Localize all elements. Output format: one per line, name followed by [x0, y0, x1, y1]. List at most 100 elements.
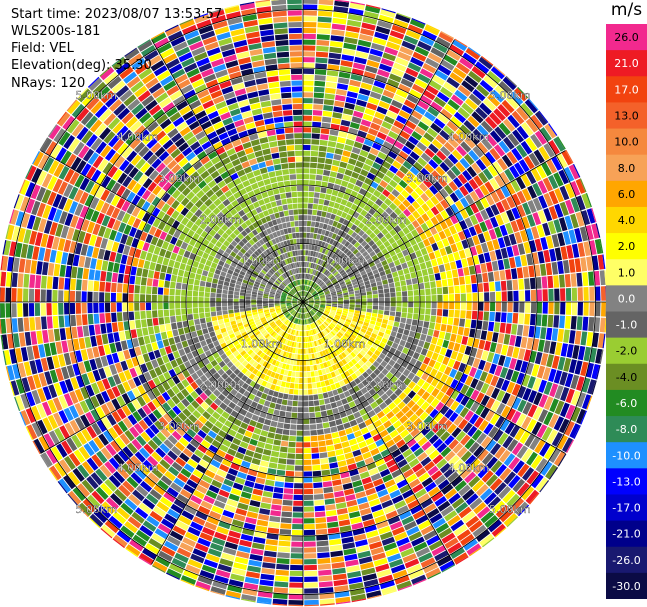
range-gate-cell [179, 542, 194, 553]
range-gate-cell [288, 594, 303, 600]
range-gate-cell [480, 436, 492, 448]
range-gate-cell [312, 209, 318, 216]
range-gate-cell [520, 140, 533, 155]
range-gate-cell [306, 293, 311, 298]
range-gate-cell [455, 334, 463, 344]
range-gate-cell [448, 309, 455, 318]
range-gate-cell [283, 332, 288, 338]
range-gate-cell [106, 414, 117, 426]
range-gate-cell [522, 202, 532, 216]
range-gate-cell [312, 276, 316, 282]
range-gate-cell [436, 287, 443, 295]
range-gate-cell [258, 435, 267, 443]
range-gate-cell [330, 276, 336, 282]
range-gate-cell [239, 308, 246, 312]
range-gate-cell [313, 263, 318, 270]
range-gate-cell [312, 283, 317, 288]
range-gate-cell [140, 302, 146, 311]
range-gate-cell [253, 452, 263, 460]
range-gate-cell [427, 106, 440, 117]
range-gate-cell [96, 450, 108, 464]
range-gate-cell [314, 370, 319, 377]
range-gate-cell [406, 232, 414, 241]
range-gate-cell [331, 305, 338, 308]
range-gate-cell [338, 354, 344, 360]
range-gate-cell [499, 270, 506, 281]
range-gate-cell [507, 302, 513, 313]
range-gate-cell [549, 398, 559, 413]
range-gate-cell [366, 102, 378, 111]
range-gate-cell [176, 342, 183, 350]
range-gate-cell [385, 388, 394, 397]
range-gate-cell [554, 247, 562, 261]
range-gate-cell [301, 307, 303, 313]
range-gate-cell [288, 315, 293, 321]
range-gate-cell [240, 289, 246, 293]
range-gate-cell [417, 436, 428, 447]
range-gate-cell [132, 411, 143, 422]
range-gate-cell [259, 352, 266, 359]
range-gate-cell [347, 414, 355, 422]
range-gate-cell [89, 358, 98, 371]
range-gate-cell [394, 454, 405, 463]
range-gate-cell [268, 298, 274, 301]
range-gate-cell [315, 334, 320, 340]
range-gate-cell [329, 359, 335, 366]
range-gate-cell [395, 286, 401, 292]
range-gate-cell [425, 567, 441, 579]
range-gate-cell [18, 332, 26, 347]
range-gate-cell [0, 334, 4, 350]
range-gate-cell [442, 238, 450, 247]
range-gate-cell [410, 229, 419, 238]
range-gate-cell [10, 380, 20, 396]
range-gate-cell [271, 352, 277, 359]
range-gate-cell [312, 308, 317, 312]
range-gate-cell [321, 323, 326, 329]
range-gate-cell [444, 435, 455, 446]
range-gate-cell [332, 269, 337, 275]
range-gate-cell [450, 400, 460, 411]
range-gate-cell [454, 302, 461, 310]
range-gate-cell [298, 313, 301, 319]
range-gate-cell [583, 302, 589, 316]
range-gate-cell [309, 342, 313, 348]
range-gate-cell [447, 542, 462, 554]
range-gate-cell [442, 419, 453, 430]
range-gate-cell [452, 360, 461, 370]
range-gate-cell [434, 323, 441, 331]
range-gate-cell [386, 324, 393, 331]
range-gate-cell [306, 285, 309, 291]
range-gate-cell [436, 354, 445, 363]
range-gate-cell [293, 500, 303, 506]
range-gate-cell [49, 465, 62, 481]
range-gate-cell [268, 319, 274, 324]
range-gate-cell [289, 347, 294, 353]
range-gate-cell [113, 262, 120, 273]
range-gate-cell [499, 367, 509, 379]
range-gate-cell [372, 269, 379, 275]
range-gate-cell [229, 316, 236, 322]
range-gate-cell [32, 440, 41, 455]
range-gate-cell [392, 233, 401, 242]
range-gate-cell [326, 0, 334, 1]
range-gate-cell [218, 319, 224, 325]
range-gate-cell [124, 521, 138, 534]
range-gate-cell [407, 307, 414, 314]
range-gate-cell [430, 281, 436, 288]
range-gate-cell [540, 353, 549, 366]
range-gate-cell [58, 410, 69, 424]
range-gate-cell [430, 101, 443, 113]
range-gate-cell [336, 83, 349, 91]
range-gate-cell [508, 233, 517, 246]
range-gate-cell [431, 139, 443, 150]
range-gate-cell [264, 313, 271, 317]
range-gate-cell [331, 117, 341, 125]
range-gate-cell [411, 536, 425, 547]
range-gate-cell [280, 440, 289, 447]
range-gate-cell [480, 395, 490, 407]
range-gate-cell [319, 405, 326, 411]
range-gate-cell [330, 226, 336, 233]
range-gate-cell [470, 378, 479, 389]
range-gate-cell [17, 273, 24, 288]
range-gate-cell [266, 369, 273, 377]
